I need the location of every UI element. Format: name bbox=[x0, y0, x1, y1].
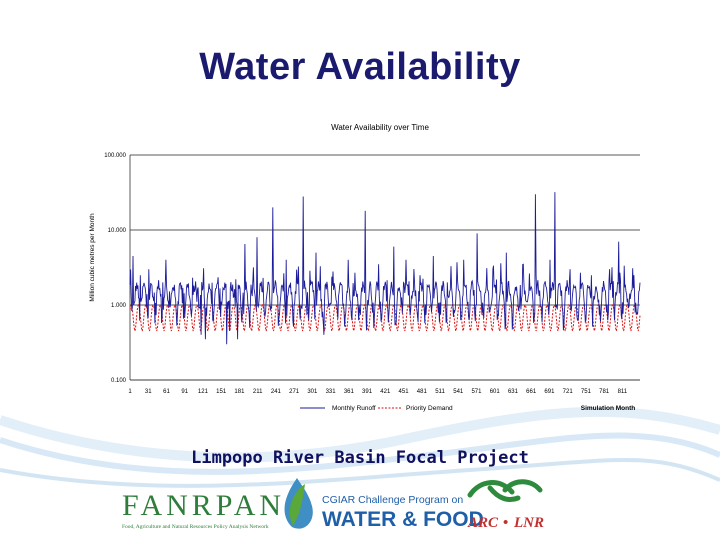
wave-line-3 bbox=[0, 458, 720, 488]
arc-logo-dot: • bbox=[503, 515, 508, 531]
x-tick-label: 271 bbox=[289, 389, 300, 395]
x-tick-label: 151 bbox=[216, 389, 227, 395]
fanrpan-logo: FANRPAN Food, Agriculture and Natural Re… bbox=[122, 489, 285, 530]
x-tick-label: 241 bbox=[271, 389, 282, 395]
x-tick-label: 541 bbox=[453, 389, 464, 395]
x-tick-label: 121 bbox=[198, 389, 209, 395]
lnr-logo-text: LNR bbox=[513, 515, 544, 531]
x-tick-label: 181 bbox=[234, 389, 245, 395]
x-axis-label: Simulation Month bbox=[581, 405, 636, 412]
fanrpan-logo-subtitle: Food, Agriculture and Natural Resources … bbox=[122, 524, 269, 530]
chart-title: Water Availability over Time bbox=[331, 123, 429, 132]
x-tick-label: 31 bbox=[145, 389, 152, 395]
x-tick-label: 361 bbox=[344, 389, 355, 395]
x-tick-label: 301 bbox=[307, 389, 318, 395]
legend-priority-demand-label: Priority Demand bbox=[406, 405, 453, 412]
x-tick-label: 781 bbox=[599, 389, 610, 395]
y-axis-label: Million cubic metres per Month bbox=[89, 213, 96, 302]
arc-plant-icon bbox=[467, 479, 543, 503]
series-monthly-runoff bbox=[129, 192, 641, 345]
arc-logo-text: ARC bbox=[467, 515, 499, 531]
slide-title: Water Availability bbox=[199, 46, 521, 88]
x-tick-label: 421 bbox=[380, 389, 391, 395]
wave-line-1 bbox=[0, 406, 720, 463]
x-tick-label: 451 bbox=[399, 389, 410, 395]
x-tick-label: 61 bbox=[163, 389, 170, 395]
x-tick-label: 481 bbox=[417, 389, 428, 395]
x-tick-label: 601 bbox=[490, 389, 501, 395]
x-tick-label: 571 bbox=[471, 389, 482, 395]
x-tick-label: 211 bbox=[253, 389, 263, 395]
legend-monthly-runoff-label: Monthly Runoff bbox=[332, 405, 376, 412]
x-tick-label: 661 bbox=[526, 389, 537, 395]
x-tick-label: 751 bbox=[581, 389, 592, 395]
y-tick-label: 10.000 bbox=[108, 228, 127, 234]
cgiar-logo-line1: CGIAR Challenge Program on bbox=[322, 494, 463, 506]
project-caption: Limpopo River Basin Focal Project bbox=[191, 448, 529, 468]
cgiar-logo-line2: WATER & FOOD bbox=[322, 508, 484, 531]
y-tick-label: 0.100 bbox=[111, 378, 127, 384]
x-tick-label: 691 bbox=[544, 389, 555, 395]
x-tick-label: 331 bbox=[326, 389, 337, 395]
leaf-icon bbox=[289, 484, 305, 526]
x-tick-label: 1 bbox=[128, 389, 132, 395]
y-tick-label: 100.000 bbox=[104, 153, 126, 159]
series-priority-demand bbox=[129, 303, 641, 332]
x-tick-label: 91 bbox=[181, 389, 188, 395]
x-tick-label: 631 bbox=[508, 389, 519, 395]
wave-line-2 bbox=[0, 432, 720, 475]
cgiar-logo: CGIAR Challenge Program on WATER & FOOD bbox=[284, 478, 484, 531]
x-tick-label: 391 bbox=[362, 389, 373, 395]
x-tick-label: 811 bbox=[618, 389, 628, 395]
x-tick-label: 511 bbox=[435, 389, 445, 395]
fanrpan-logo-text: FANRPAN bbox=[122, 489, 285, 522]
arc-lnr-logo: ARC • LNR bbox=[467, 479, 544, 531]
y-tick-label: 1.000 bbox=[111, 303, 127, 309]
x-tick-label: 721 bbox=[563, 389, 574, 395]
